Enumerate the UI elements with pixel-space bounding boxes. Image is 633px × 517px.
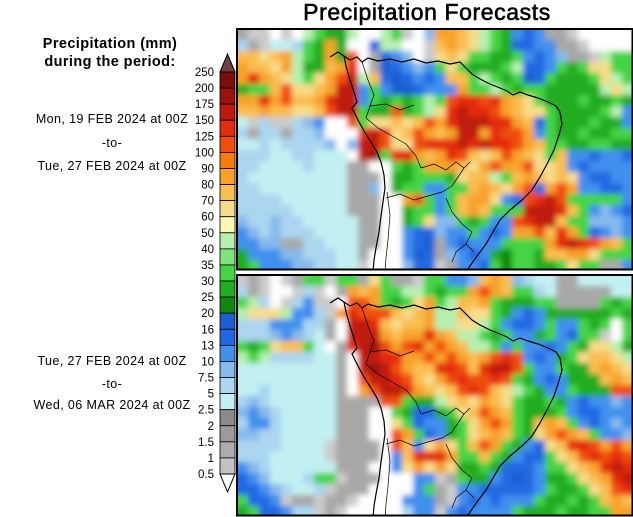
svg-text:40: 40: [201, 244, 214, 256]
svg-text:35: 35: [201, 260, 214, 272]
svg-text:1: 1: [208, 453, 214, 465]
svg-text:30: 30: [201, 276, 214, 288]
svg-text:2: 2: [208, 421, 214, 433]
svg-text:100: 100: [195, 147, 214, 159]
svg-text:10: 10: [201, 356, 214, 368]
svg-text:250: 250: [195, 67, 214, 79]
svg-text:150: 150: [195, 115, 214, 127]
svg-text:2.5: 2.5: [198, 405, 214, 417]
svg-text:25: 25: [201, 292, 214, 304]
svg-text:80: 80: [201, 180, 214, 192]
svg-text:0.5: 0.5: [198, 469, 214, 481]
svg-text:50: 50: [201, 228, 214, 240]
svg-text:16: 16: [201, 324, 214, 336]
svg-text:7.5: 7.5: [198, 373, 214, 385]
svg-text:13: 13: [201, 340, 214, 352]
svg-text:60: 60: [201, 212, 214, 224]
svg-text:90: 90: [201, 163, 214, 175]
svg-text:175: 175: [195, 99, 214, 111]
svg-text:20: 20: [201, 308, 214, 320]
svg-text:125: 125: [195, 131, 214, 143]
svg-text:5: 5: [208, 389, 214, 401]
svg-text:1.5: 1.5: [198, 437, 214, 449]
svg-text:200: 200: [195, 83, 214, 95]
svg-text:70: 70: [201, 196, 214, 208]
